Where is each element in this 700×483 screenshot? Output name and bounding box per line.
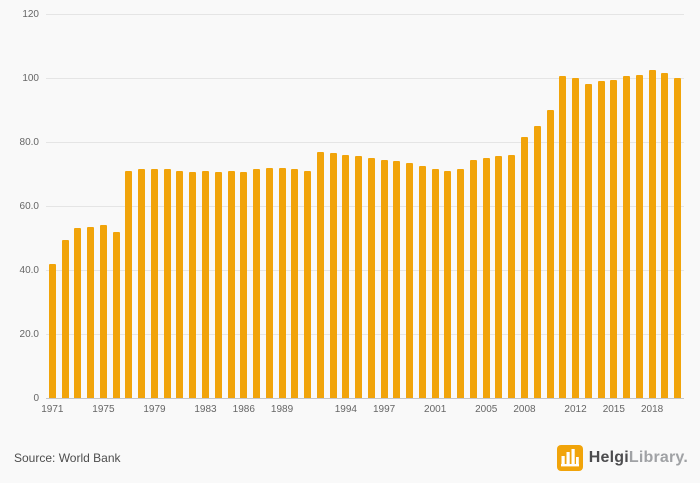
bar-2003[interactable] — [457, 169, 465, 398]
bar-2015[interactable] — [610, 79, 618, 398]
bar-2018[interactable] — [648, 70, 656, 398]
x-tick-label: 1975 — [92, 404, 115, 415]
bar-2000[interactable] — [418, 166, 426, 398]
brand-name-primary: Helgi — [588, 449, 629, 466]
x-tick-label: 1983 — [194, 404, 217, 415]
bar-1982[interactable] — [189, 172, 197, 398]
bar-1991[interactable] — [304, 170, 312, 398]
x-tick-label: 2015 — [602, 404, 625, 415]
bar-1984[interactable] — [214, 172, 222, 398]
bar-2014[interactable] — [597, 81, 605, 398]
y-tick-label: 100 — [22, 73, 39, 84]
bar-1971[interactable] — [48, 263, 56, 398]
x-tick-label: 2018 — [640, 404, 664, 415]
x-tick-label: 2005 — [475, 404, 498, 415]
x-tick-label: 1997 — [373, 404, 396, 415]
bar-2005[interactable] — [482, 158, 490, 398]
x-tick-label: 1989 — [270, 404, 294, 415]
y-tick-label: 0 — [33, 393, 39, 404]
y-tick-label: 20.0 — [19, 329, 39, 340]
bar-1995[interactable] — [355, 156, 363, 398]
bar-2002[interactable] — [444, 170, 452, 398]
bar-1977[interactable] — [125, 170, 133, 398]
bar-2008[interactable] — [521, 137, 528, 398]
x-tick-label: 2008 — [513, 404, 536, 415]
gridline — [46, 78, 684, 79]
bar-1972[interactable] — [61, 239, 69, 398]
bar-1990[interactable] — [291, 169, 299, 398]
bar-2001[interactable] — [431, 169, 439, 398]
x-tick-label: 1994 — [334, 404, 357, 415]
bar-2011[interactable] — [559, 76, 567, 398]
bar-2009[interactable] — [533, 126, 541, 398]
bar-2012[interactable] — [572, 78, 580, 398]
bar-2016[interactable] — [623, 76, 631, 398]
bar-1998[interactable] — [393, 161, 401, 398]
bar-1978[interactable] — [138, 169, 146, 398]
bar-1974[interactable] — [87, 226, 95, 398]
bar-1996[interactable] — [367, 158, 375, 398]
bar-2010[interactable] — [546, 110, 554, 398]
bar-1997[interactable] — [380, 159, 388, 398]
bar-1975[interactable] — [99, 225, 107, 398]
bar-1979[interactable] — [150, 169, 158, 398]
x-tick-label: 2001 — [424, 404, 447, 415]
bar-2017[interactable] — [635, 74, 643, 398]
gridline — [46, 270, 684, 271]
bar-2013[interactable] — [584, 84, 592, 398]
gridline — [46, 14, 684, 15]
bar-1980[interactable] — [163, 169, 171, 398]
x-tick-label: 2012 — [564, 404, 587, 415]
x-tick-label: 1979 — [143, 404, 166, 415]
y-tick-label: 60.0 — [19, 201, 39, 212]
bar-1994[interactable] — [342, 154, 350, 398]
y-tick-label: 80.0 — [19, 137, 39, 148]
brand-wordmark: HelgiLibrary. — [589, 449, 688, 467]
bar-1981[interactable] — [176, 170, 184, 398]
bar-1992[interactable] — [316, 151, 324, 398]
bar-1986[interactable] — [240, 172, 248, 398]
bar-1999[interactable] — [406, 162, 414, 398]
bar-2020[interactable] — [674, 78, 682, 398]
plot-area: 0 20.0 40.0 60.0 80.0 100 120 1971 1975 1979 1983… — [20, 10, 684, 415]
brand-name-secondary: Library. — [628, 449, 688, 466]
bar-1993[interactable] — [329, 153, 337, 398]
bar-1985[interactable] — [227, 170, 235, 398]
bar-2007[interactable] — [508, 154, 516, 398]
x-axis-line — [46, 398, 684, 399]
bar-1989[interactable] — [278, 167, 286, 398]
bar-2019[interactable] — [661, 73, 669, 398]
x-tick-label: 1986 — [232, 404, 255, 415]
bar-1983[interactable] — [202, 170, 209, 398]
bar-1976[interactable] — [112, 231, 120, 398]
bar-2004[interactable] — [469, 159, 477, 398]
source-note: Source: World Bank — [14, 451, 121, 465]
gridline — [46, 206, 684, 207]
gridline — [46, 334, 684, 335]
bar-1988[interactable] — [265, 167, 273, 398]
x-tick-label: 1971 — [41, 404, 64, 415]
bar-2006[interactable] — [495, 156, 503, 398]
factory-icon — [556, 445, 583, 471]
y-tick-label: 40.0 — [19, 265, 39, 276]
bar-1987[interactable] — [253, 169, 261, 398]
bar-1973[interactable] — [74, 228, 82, 398]
y-tick-label: 120 — [22, 9, 39, 20]
brand-logo[interactable]: HelgiLibrary. — [556, 445, 688, 471]
gridline — [46, 142, 684, 143]
